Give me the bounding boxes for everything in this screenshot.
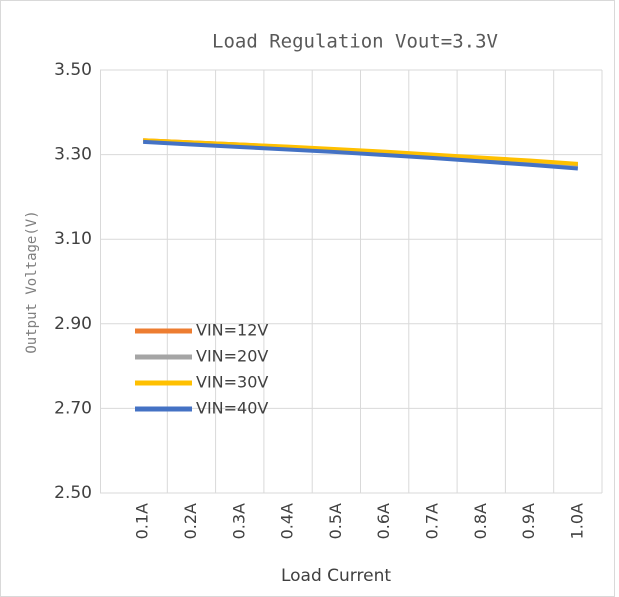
x-tick-label: 0.3A — [229, 503, 248, 539]
y-tick-label: 2.70 — [54, 398, 92, 418]
legend-label: VIN=20V — [196, 347, 268, 366]
x-tick-label: 0.2A — [181, 503, 200, 539]
y-tick-label: 2.50 — [54, 483, 92, 503]
x-tick-label: 0.1A — [133, 503, 152, 539]
chart-title: Load Regulation Vout=3.3V — [212, 31, 498, 53]
x-tick-label: 1.0A — [567, 503, 586, 539]
y-axis-label: Output Voltage(V) — [24, 210, 40, 353]
y-tick-label: 2.90 — [54, 314, 92, 334]
x-tick-label: 0.5A — [326, 503, 345, 539]
x-tick-label: 0.7A — [422, 503, 441, 539]
series-line — [143, 138, 578, 166]
x-axis-label: Load Current — [281, 566, 391, 586]
legend-label: VIN=40V — [196, 399, 268, 418]
x-tick-label: 0.9A — [519, 503, 538, 539]
x-tick-label: 0.8A — [471, 503, 490, 539]
series-line — [143, 139, 579, 171]
y-tick-label: 3.10 — [54, 229, 92, 249]
y-tick-label: 3.50 — [54, 60, 92, 80]
y-tick-label: 3.30 — [54, 145, 92, 165]
x-tick-label: 0.6A — [374, 503, 393, 539]
legend-label: VIN=12V — [196, 321, 268, 340]
x-tick-label: 0.4A — [278, 503, 297, 539]
legend-label: VIN=30V — [196, 373, 268, 392]
